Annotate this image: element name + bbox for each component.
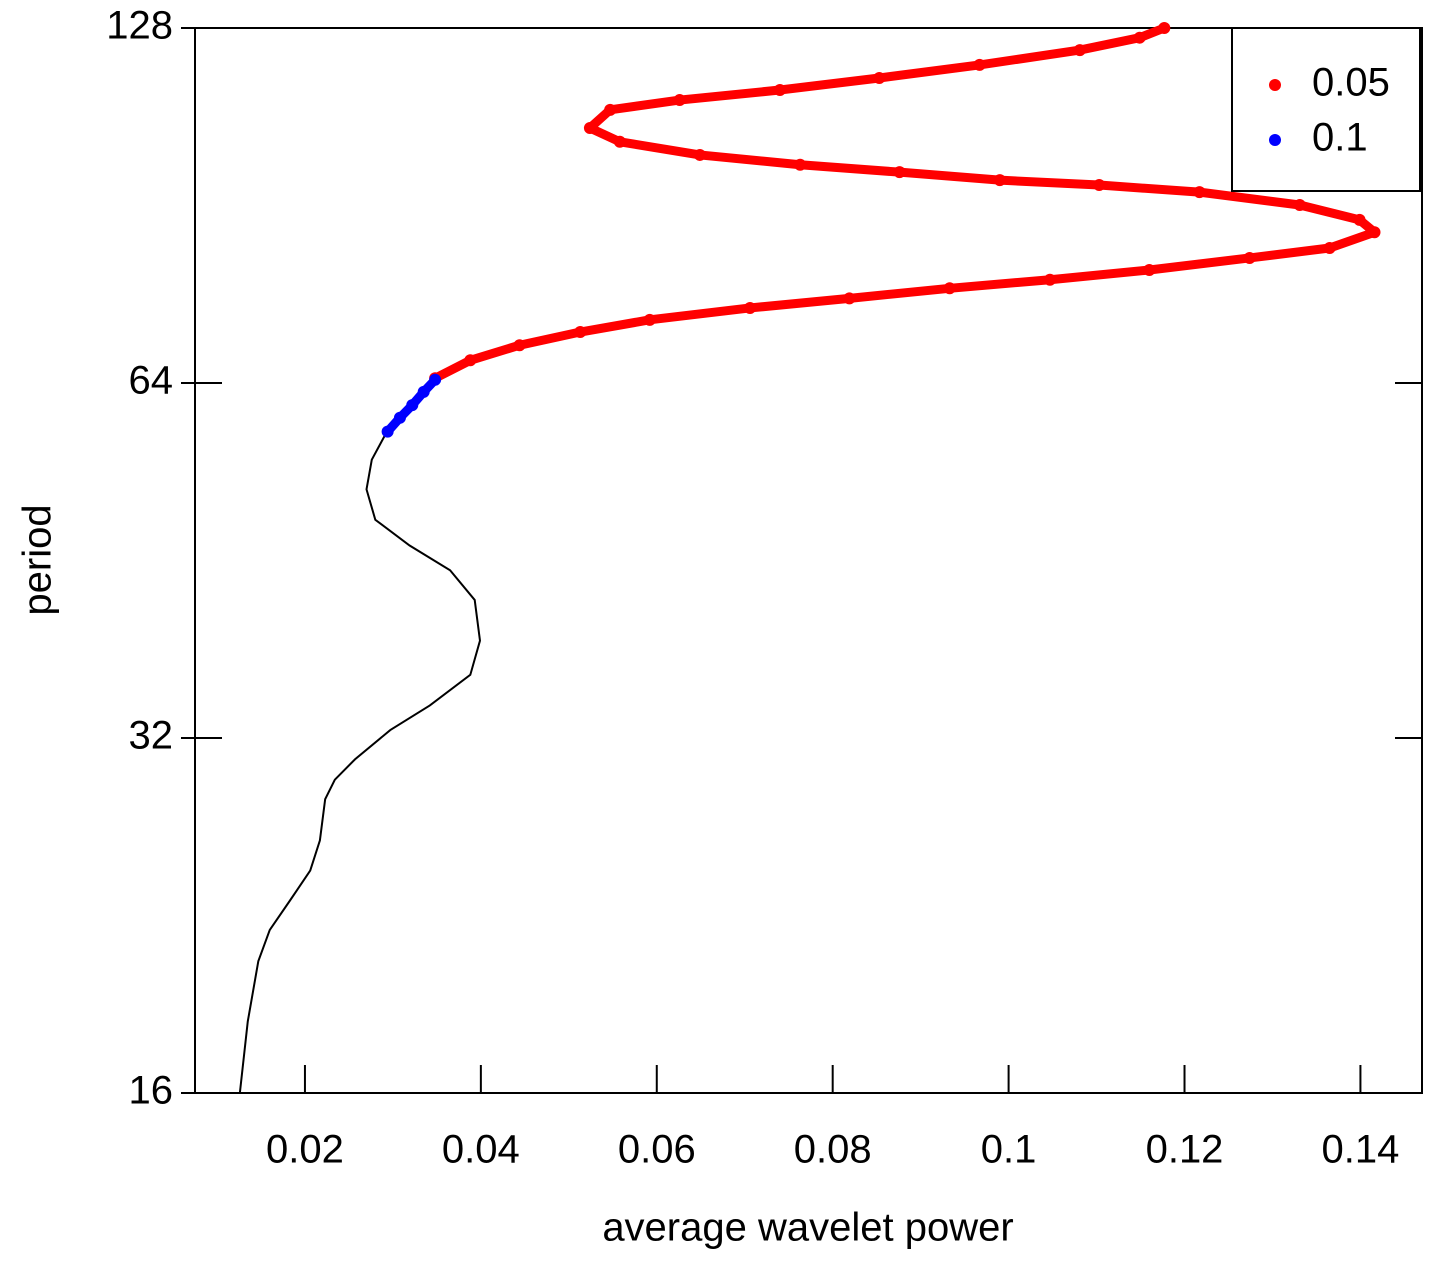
- x-tick-label: 0.12: [1146, 1128, 1224, 1172]
- significant-point: [773, 84, 786, 97]
- significant-point: [943, 282, 956, 295]
- significant-point: [1143, 263, 1156, 276]
- significant-point: [1368, 226, 1381, 239]
- x-tick-label: 0.08: [794, 1128, 872, 1172]
- significant-point: [464, 354, 477, 367]
- significant-point: [381, 425, 394, 438]
- x-tick-label: 0.04: [442, 1128, 520, 1172]
- power-line: [238, 434, 481, 1094]
- significant-point: [643, 313, 656, 326]
- significant-point: [893, 166, 906, 179]
- significant-point: [393, 411, 406, 424]
- significant-point: [417, 385, 430, 398]
- significant-point: [693, 148, 706, 161]
- significant-point: [673, 94, 686, 107]
- significant-point: [1353, 213, 1366, 226]
- legend-marker: [1269, 79, 1281, 91]
- significant-point: [583, 121, 596, 134]
- legend-box: [1231, 27, 1421, 192]
- significant-point: [1093, 179, 1106, 192]
- legend-marker: [1269, 134, 1281, 146]
- significant-point: [574, 326, 587, 339]
- significant-point: [873, 71, 886, 84]
- significant-point: [1193, 186, 1206, 199]
- significant-point: [429, 373, 442, 386]
- significant-point: [1323, 242, 1336, 255]
- x-tick-label: 0.14: [1322, 1128, 1400, 1172]
- significant-point: [1073, 44, 1086, 57]
- significant-point: [1133, 31, 1146, 44]
- legend-label: 0.05: [1312, 61, 1390, 105]
- significant-point: [513, 339, 526, 352]
- significant-point: [744, 301, 757, 314]
- significant-point: [604, 103, 617, 116]
- significant-point: [1293, 198, 1306, 211]
- significant-point: [993, 174, 1006, 187]
- plot-frame: [194, 27, 1423, 1094]
- significant-point: [843, 292, 856, 305]
- significant-point: [613, 135, 626, 148]
- significant-point: [973, 58, 986, 71]
- x-axis-label: average wavelet power: [602, 1206, 1013, 1250]
- x-tick-label: 0.06: [618, 1128, 696, 1172]
- legend-label: 0.1: [1312, 116, 1368, 160]
- significant-point: [794, 158, 807, 171]
- y-axis-label: period: [16, 504, 60, 615]
- significant-point: [406, 399, 419, 412]
- x-tick-label: 0.1: [981, 1128, 1037, 1172]
- y-tick-label: 16: [129, 1069, 174, 1113]
- significant-point: [1043, 273, 1056, 286]
- significant-point: [1243, 251, 1256, 264]
- significant-point: [1158, 22, 1171, 34]
- y-tick-label: 32: [129, 714, 174, 758]
- y-tick-label: 128: [106, 4, 173, 48]
- x-tick-label: 0.02: [266, 1128, 344, 1172]
- y-tick-label: 64: [129, 359, 174, 403]
